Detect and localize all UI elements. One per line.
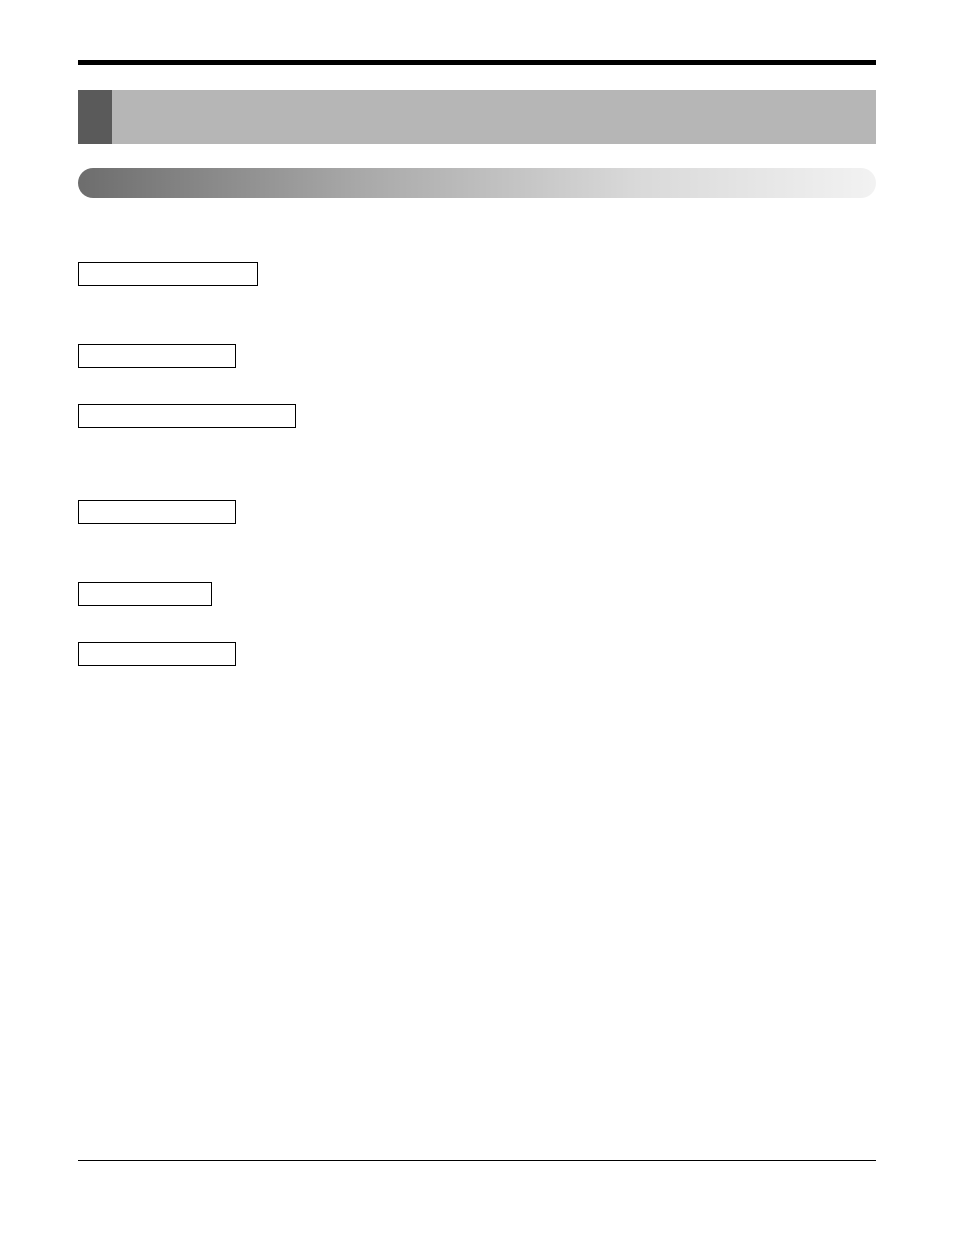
outlined-box-5 — [78, 582, 212, 606]
outlined-box-3 — [78, 404, 296, 428]
section-gradient-bar — [78, 168, 876, 198]
title-bar — [78, 90, 876, 144]
title-bar-light-segment — [112, 90, 876, 144]
outlined-box-6 — [78, 642, 236, 666]
title-bar-dark-segment — [78, 90, 112, 144]
top-rule — [78, 60, 876, 65]
document-page — [78, 0, 876, 1243]
bottom-rule — [78, 1160, 876, 1161]
outlined-box-2 — [78, 344, 236, 368]
outlined-box-4 — [78, 500, 236, 524]
outlined-box-1 — [78, 262, 258, 286]
